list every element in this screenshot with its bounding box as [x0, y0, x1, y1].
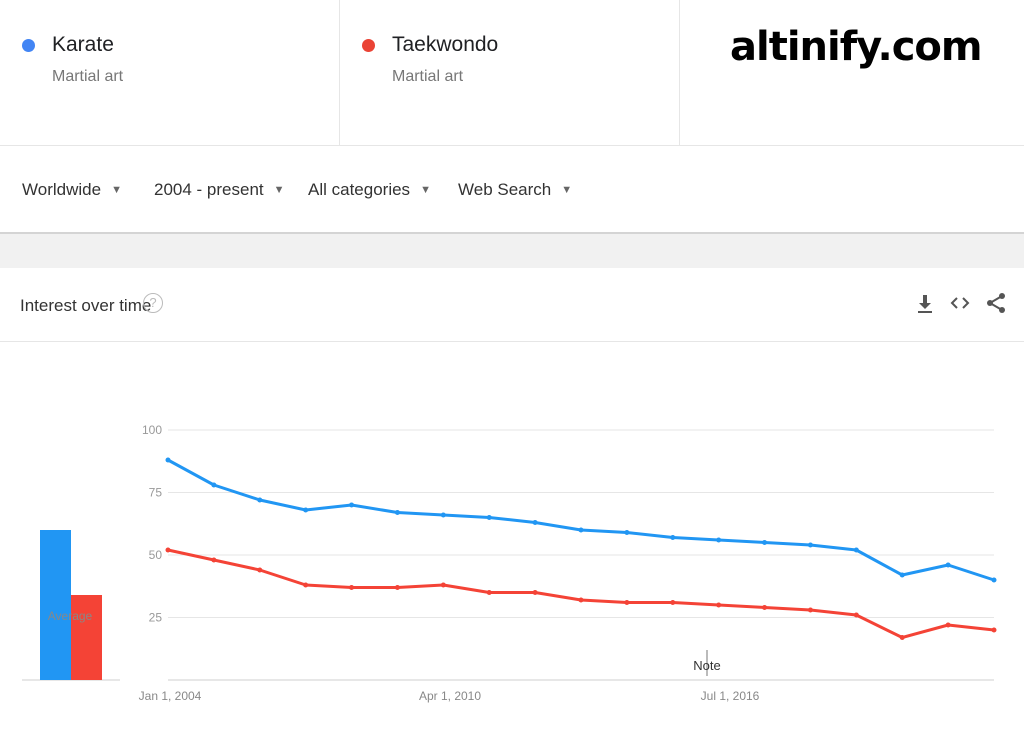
section-divider — [0, 234, 1024, 268]
data-point-taekwondo[interactable] — [257, 567, 263, 573]
interest-chart: 25 50 75 100 Average Note Jan 1, 2004 Apr 1,… — [22, 423, 997, 703]
term-name: Taekwondo — [392, 33, 499, 56]
data-point-karate[interactable] — [486, 515, 492, 520]
data-point-karate[interactable] — [670, 535, 676, 540]
data-point-karate[interactable] — [349, 502, 355, 508]
data-point-taekwondo[interactable] — [394, 585, 400, 590]
category-label: All categories — [308, 180, 411, 199]
data-point-karate[interactable] — [945, 562, 951, 568]
help-icon[interactable]: ? — [143, 293, 163, 313]
filter-bar: Worldwide ▼ 2004 - present ▼ All categor… — [0, 146, 1024, 234]
data-point-taekwondo[interactable] — [624, 600, 630, 605]
x-tick-label: Jul 1, 2016 — [701, 689, 760, 703]
average-bar-karate[interactable] — [40, 530, 71, 680]
x-tick-label: Apr 1, 2010 — [419, 689, 481, 703]
data-point-taekwondo[interactable] — [899, 635, 905, 640]
caret-down-icon: ▼ — [111, 184, 122, 196]
series-line-taekwondo[interactable] — [167, 548, 995, 639]
data-point-taekwondo[interactable] — [486, 590, 492, 595]
y-tick-label: 50 — [149, 548, 163, 562]
data-point-karate[interactable] — [578, 527, 584, 533]
data-point-karate[interactable] — [394, 510, 400, 515]
note-marker[interactable]: Note — [693, 658, 720, 673]
data-point-taekwondo[interactable] — [991, 627, 997, 633]
data-point-karate[interactable] — [716, 537, 722, 543]
series-lines — [165, 457, 997, 640]
data-point-taekwondo[interactable] — [945, 622, 951, 628]
average-label: Average — [48, 609, 93, 623]
caret-down-icon: ▼ — [561, 184, 573, 196]
interest-over-time-card: Interest over time ? 25 50 75 100 Average N… — [0, 268, 1024, 749]
data-point-taekwondo[interactable] — [303, 582, 309, 588]
data-point-karate[interactable] — [762, 540, 768, 545]
card-header: Interest over time ? — [0, 268, 1024, 342]
data-point-taekwondo[interactable] — [211, 557, 217, 563]
term-type: Martial art — [52, 68, 124, 85]
y-tick-label: 75 — [149, 486, 163, 500]
data-point-taekwondo[interactable] — [716, 602, 722, 608]
y-tick-label: 25 — [149, 611, 163, 625]
average-bars — [22, 530, 120, 681]
caret-down-icon: ▼ — [420, 184, 431, 196]
term-empty-slot[interactable]: altinify.com — [680, 0, 1024, 146]
data-point-taekwondo[interactable] — [762, 605, 768, 610]
term-taekwondo[interactable]: Taekwondo Martial art — [340, 0, 680, 146]
data-point-taekwondo[interactable] — [440, 582, 446, 588]
data-point-taekwondo[interactable] — [807, 607, 813, 613]
data-point-taekwondo[interactable] — [578, 597, 584, 603]
time-range-label: 2004 - present — [154, 180, 264, 199]
average-bar-taekwondo[interactable] — [71, 595, 102, 680]
data-point-karate[interactable] — [440, 512, 446, 518]
taekwondo-color-dot — [362, 39, 375, 52]
embed-icon[interactable] — [949, 292, 971, 314]
data-point-taekwondo[interactable] — [532, 590, 538, 595]
terms-bar: Karate Martial art Taekwondo Martial art… — [0, 0, 1024, 146]
data-point-karate[interactable] — [211, 482, 217, 488]
data-point-taekwondo[interactable] — [349, 585, 355, 590]
search-type-label: Web Search — [458, 180, 552, 199]
data-point-karate[interactable] — [807, 542, 813, 548]
term-karate[interactable]: Karate Martial art — [0, 0, 340, 146]
data-point-karate[interactable] — [303, 507, 309, 513]
data-point-karate[interactable] — [853, 547, 859, 553]
category-dropdown[interactable]: All categories ▼ — [308, 180, 431, 200]
term-name: Karate — [52, 33, 114, 56]
caret-down-icon: ▼ — [273, 184, 285, 196]
series-line-karate[interactable] — [167, 458, 995, 582]
chart-grid — [168, 429, 994, 681]
y-tick-label: 100 — [142, 423, 162, 437]
term-type: Martial art — [392, 68, 464, 85]
data-point-karate[interactable] — [899, 572, 905, 578]
card-title: Interest over time — [20, 296, 152, 315]
region-label: Worldwide — [22, 180, 102, 199]
data-point-karate[interactable] — [624, 530, 630, 535]
region-dropdown[interactable]: Worldwide ▼ — [22, 180, 122, 200]
share-icon[interactable] — [985, 292, 1007, 314]
data-point-karate[interactable] — [257, 497, 263, 503]
search-type-dropdown[interactable]: Web Search ▼ — [458, 180, 572, 200]
data-point-taekwondo[interactable] — [853, 612, 859, 618]
data-point-taekwondo[interactable] — [165, 547, 171, 553]
time-range-dropdown[interactable]: 2004 - present ▼ — [154, 180, 285, 200]
x-axis-labels: Jan 1, 2004 Apr 1, 2010 Jul 1, 2016 — [139, 689, 760, 703]
y-axis-labels: 25 50 75 100 — [142, 423, 162, 625]
data-point-karate[interactable] — [532, 520, 538, 525]
watermark-text: altinify.com — [730, 24, 983, 70]
download-icon[interactable] — [914, 292, 936, 314]
data-point-taekwondo[interactable] — [670, 600, 676, 605]
x-tick-label: Jan 1, 2004 — [139, 689, 202, 703]
data-point-karate[interactable] — [165, 457, 171, 463]
data-point-karate[interactable] — [991, 577, 997, 583]
karate-color-dot — [22, 39, 35, 52]
